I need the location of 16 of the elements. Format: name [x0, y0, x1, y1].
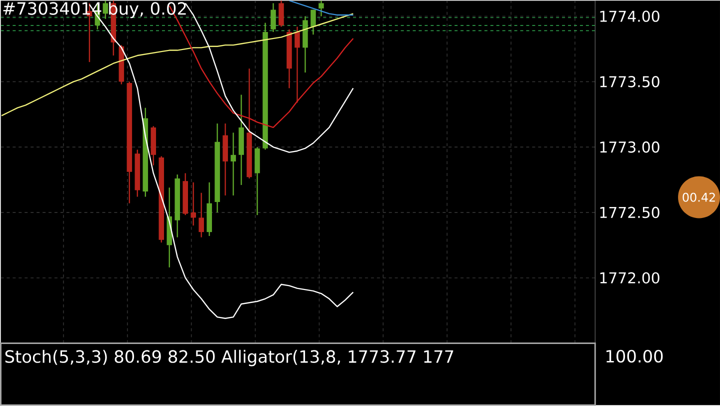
y-tick-label: 1773.00	[600, 141, 660, 153]
text: 100.00	[606, 350, 663, 363]
candlestick	[270, 2, 276, 33]
candlestick	[310, 9, 316, 36]
y-tick-label: 1772.00	[600, 272, 660, 284]
text: 00.42	[682, 192, 715, 202]
candlestick	[190, 182, 196, 226]
candlestick	[294, 26, 300, 104]
candlestick	[318, 0, 324, 17]
candlestick	[278, 0, 284, 28]
text: Stoch(5,3,3) 80.69 82.50 Alligator(13,8, 1773.77 177	[5, 350, 454, 366]
y-tick-label: 1772.50	[600, 206, 660, 218]
candlestick	[230, 132, 236, 196]
candlestick	[198, 192, 204, 238]
y-tick-label: 1774.00	[600, 10, 660, 22]
y-tick-label: 1773.50	[600, 76, 660, 88]
